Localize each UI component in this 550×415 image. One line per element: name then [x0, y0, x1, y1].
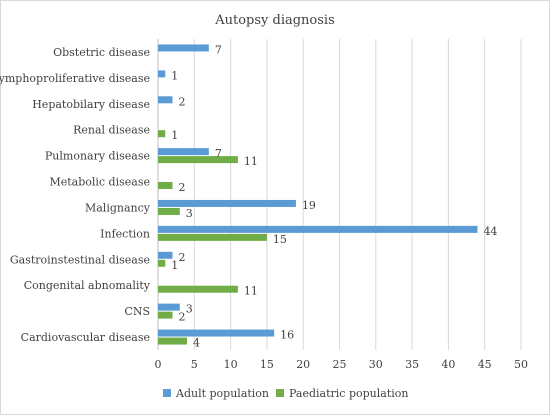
x-tick-label: 10: [224, 358, 238, 371]
data-label: 1: [171, 69, 178, 82]
legend-label: Paediatric population: [289, 387, 408, 400]
bar-adult: [158, 148, 209, 156]
data-label: 1: [171, 129, 178, 142]
data-label: 2: [179, 251, 186, 264]
data-label: 44: [483, 225, 497, 238]
bar-paediatric: [158, 207, 180, 215]
data-label: 7: [215, 43, 222, 56]
x-tick-label: 0: [155, 358, 162, 371]
data-label: 2: [179, 311, 186, 324]
legend-label: Adult population: [175, 387, 269, 400]
bars: [158, 44, 478, 345]
data-label: 3: [186, 207, 193, 220]
bar-adult: [158, 303, 180, 311]
bar-adult: [158, 329, 275, 337]
x-tick-label: 30: [369, 358, 383, 371]
category-label: Malignancy: [85, 201, 151, 214]
category-label: Hepatobilary disease: [32, 98, 150, 111]
data-label: 4: [193, 337, 200, 350]
x-tick-label: 15: [260, 358, 274, 371]
gridlines: [157, 39, 522, 350]
bar-adult: [158, 70, 166, 78]
category-label: Lymphoproliferative disease: [0, 72, 150, 85]
data-label: 2: [179, 95, 186, 108]
bar-paediatric: [158, 233, 267, 241]
category-label: Renal disease: [73, 124, 150, 137]
legend: Adult population Paediatric population: [163, 387, 408, 400]
category-label: Obstetric disease: [53, 46, 150, 59]
chart-title: Autopsy diagnosis: [214, 13, 335, 28]
data-label: 2: [179, 181, 186, 194]
bar-adult: [158, 44, 209, 52]
bar-adult: [158, 96, 173, 104]
data-label: 16: [280, 329, 294, 342]
x-tick-label: 20: [296, 358, 310, 371]
bar-paediatric: [158, 156, 238, 164]
bar-paediatric: [158, 337, 188, 345]
x-tick-label: 45: [478, 358, 492, 371]
data-label: 15: [273, 233, 287, 246]
data-label: 11: [244, 155, 258, 168]
bar-paediatric: [158, 259, 166, 267]
bar-paediatric: [158, 130, 166, 138]
category-label: CNS: [124, 305, 150, 318]
x-tick-label: 50: [514, 358, 528, 371]
data-label: 1: [171, 259, 178, 272]
x-tick-label: 35: [405, 358, 419, 371]
x-tick-labels: 0 5 10 15 20 25 30 35 40 45 50: [155, 358, 529, 371]
data-label: 7: [215, 147, 222, 160]
legend-swatch: [276, 389, 284, 397]
category-label: Congenital abnomality: [24, 279, 151, 292]
category-label: Gastroinstestinal disease: [10, 253, 150, 266]
data-label: 19: [302, 199, 316, 212]
bar-adult: [158, 225, 478, 233]
category-labels: Obstetric disease Lymphoproliferative dis…: [0, 46, 151, 344]
legend-swatch: [163, 389, 171, 397]
data-label: 3: [186, 303, 193, 316]
x-tick-label: 5: [191, 358, 198, 371]
bar-paediatric: [158, 311, 173, 319]
bar-adult: [158, 199, 296, 207]
x-tick-label: 40: [441, 358, 455, 371]
data-label: 11: [244, 285, 258, 298]
category-label: Metabolic disease: [49, 176, 150, 189]
x-tick-label: 25: [333, 358, 347, 371]
bar-adult: [158, 251, 173, 259]
bar-paediatric: [158, 182, 173, 190]
category-label: Pulmonary disease: [45, 150, 150, 163]
category-label: Cardiovascular disease: [21, 331, 150, 344]
category-label: Infection: [100, 227, 150, 240]
bar-paediatric: [158, 285, 238, 293]
